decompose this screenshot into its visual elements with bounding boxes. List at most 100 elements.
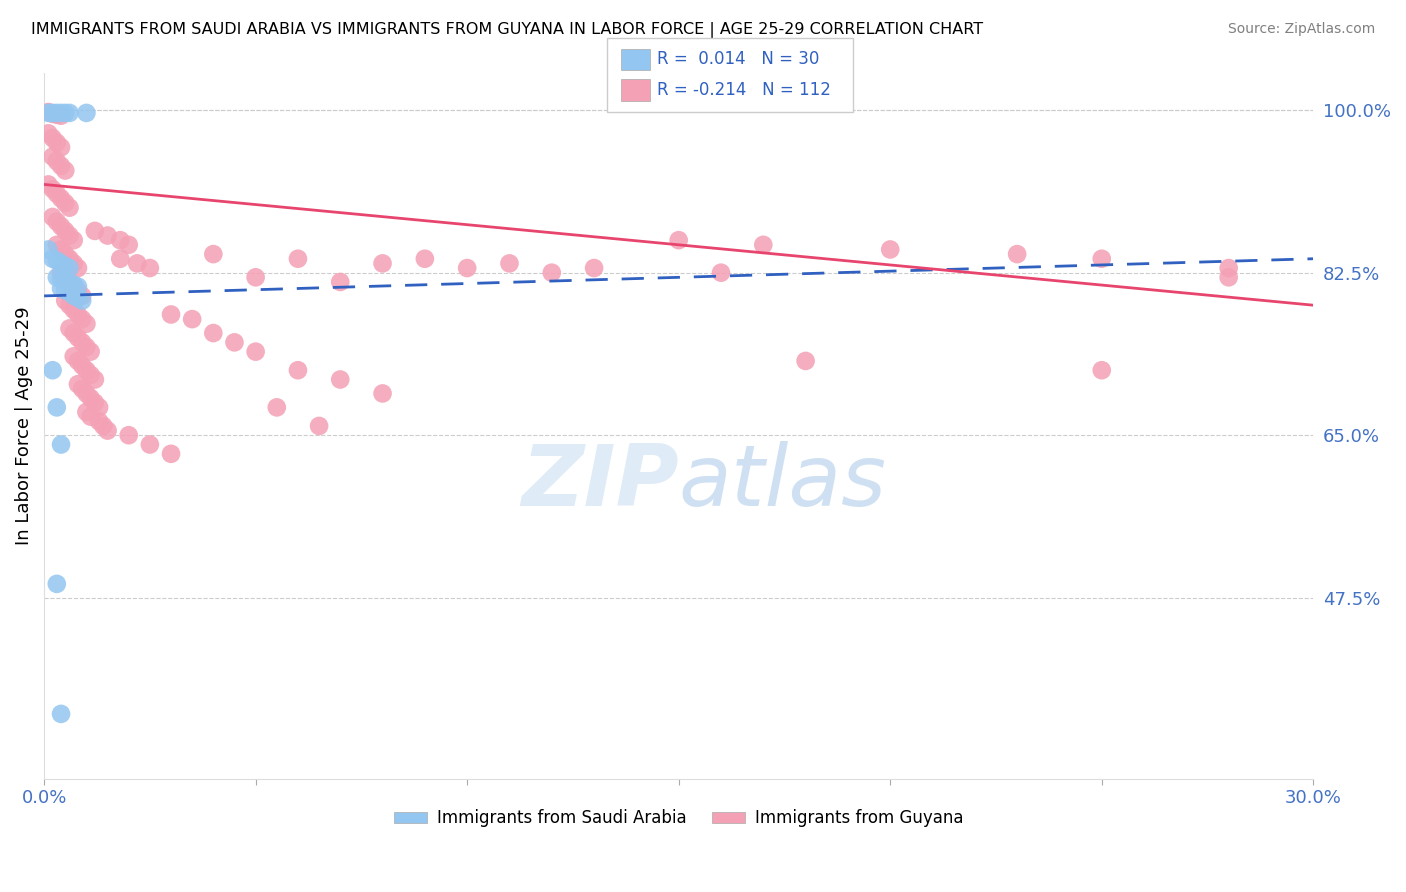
- Point: [66, 331, 89, 345]
- Point: [118, 428, 141, 442]
- Point: [1005, 247, 1028, 261]
- Point: [58, 285, 80, 300]
- Point: [70, 293, 93, 308]
- Point: [45, 214, 67, 228]
- Point: [49, 272, 72, 286]
- Point: [83, 224, 105, 238]
- Point: [139, 260, 162, 275]
- Text: R = -0.214   N = 112: R = -0.214 N = 112: [657, 81, 831, 99]
- Point: [287, 252, 309, 266]
- Point: [53, 224, 76, 238]
- Point: [66, 354, 89, 368]
- Point: [37, 127, 59, 141]
- Point: [53, 283, 76, 297]
- Point: [456, 260, 478, 275]
- Point: [110, 233, 132, 247]
- Point: [62, 302, 84, 317]
- Point: [87, 414, 110, 428]
- Point: [75, 363, 97, 377]
- Point: [45, 401, 67, 415]
- Point: [583, 260, 606, 275]
- Point: [45, 237, 67, 252]
- Point: [53, 247, 76, 261]
- Point: [1091, 252, 1114, 266]
- Point: [53, 259, 76, 273]
- Point: [498, 256, 520, 270]
- Point: [79, 409, 101, 424]
- Point: [1218, 270, 1240, 285]
- Point: [58, 106, 80, 120]
- Point: [58, 228, 80, 243]
- Point: [75, 405, 97, 419]
- Point: [266, 401, 288, 415]
- Point: [45, 106, 67, 120]
- Point: [53, 293, 76, 308]
- Point: [53, 163, 76, 178]
- Point: [66, 308, 89, 322]
- Point: [53, 106, 76, 120]
- Point: [49, 140, 72, 154]
- Point: [413, 252, 436, 266]
- Point: [41, 363, 63, 377]
- Point: [49, 256, 72, 270]
- Point: [41, 150, 63, 164]
- Point: [58, 252, 80, 266]
- Point: [794, 354, 817, 368]
- Point: [45, 108, 67, 122]
- Point: [287, 363, 309, 377]
- Point: [41, 106, 63, 120]
- Point: [53, 274, 76, 288]
- Point: [49, 243, 72, 257]
- Point: [45, 154, 67, 169]
- Point: [329, 372, 352, 386]
- Point: [62, 279, 84, 293]
- Point: [329, 275, 352, 289]
- Point: [87, 401, 110, 415]
- Point: [49, 219, 72, 234]
- Point: [62, 349, 84, 363]
- Point: [66, 285, 89, 299]
- Point: [668, 233, 690, 247]
- Text: R =  0.014   N = 30: R = 0.014 N = 30: [657, 50, 818, 68]
- Point: [58, 275, 80, 289]
- Point: [37, 105, 59, 120]
- Point: [49, 437, 72, 451]
- Point: [75, 340, 97, 354]
- Point: [49, 266, 72, 280]
- Point: [41, 131, 63, 145]
- Point: [224, 335, 246, 350]
- Point: [79, 344, 101, 359]
- Point: [97, 424, 120, 438]
- Text: IMMIGRANTS FROM SAUDI ARABIA VS IMMIGRANTS FROM GUYANA IN LABOR FORCE | AGE 25-2: IMMIGRANTS FROM SAUDI ARABIA VS IMMIGRAN…: [31, 22, 983, 38]
- Point: [58, 321, 80, 335]
- Point: [75, 106, 97, 120]
- Point: [70, 382, 93, 396]
- Point: [41, 182, 63, 196]
- Point: [70, 289, 93, 303]
- Point: [110, 252, 132, 266]
- Point: [202, 326, 225, 340]
- Point: [79, 391, 101, 405]
- Point: [202, 247, 225, 261]
- Legend: Immigrants from Saudi Arabia, Immigrants from Guyana: Immigrants from Saudi Arabia, Immigrants…: [387, 803, 970, 834]
- Point: [752, 237, 775, 252]
- Point: [70, 335, 93, 350]
- Point: [66, 291, 89, 305]
- Point: [70, 359, 93, 373]
- Point: [91, 419, 114, 434]
- Point: [160, 308, 183, 322]
- Point: [97, 228, 120, 243]
- Point: [127, 256, 149, 270]
- Point: [45, 577, 67, 591]
- Point: [540, 266, 562, 280]
- Point: [62, 233, 84, 247]
- Point: [37, 243, 59, 257]
- Point: [49, 106, 72, 120]
- Point: [245, 270, 267, 285]
- Point: [66, 377, 89, 392]
- Point: [70, 312, 93, 326]
- Point: [181, 312, 204, 326]
- Point: [1218, 260, 1240, 275]
- Point: [45, 186, 67, 201]
- Point: [1091, 363, 1114, 377]
